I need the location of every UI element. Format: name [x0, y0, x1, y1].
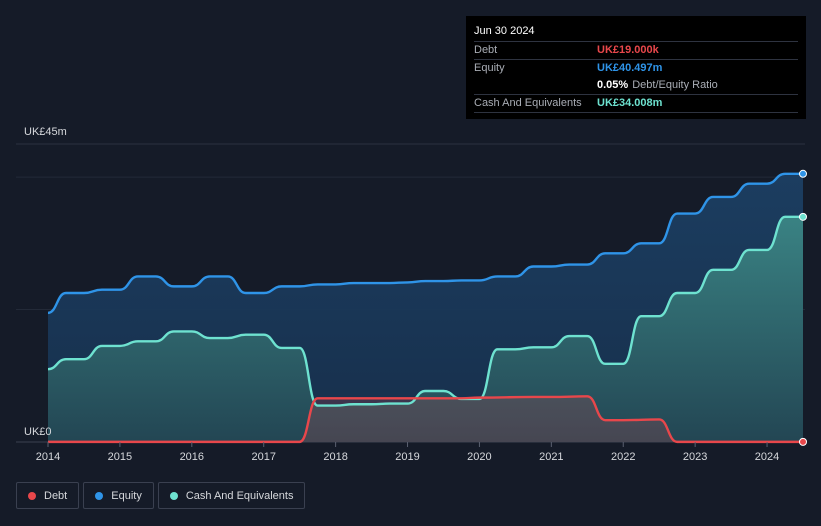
tooltip-ratio-spacer: [474, 77, 597, 94]
x-tick-label-2020: 2020: [467, 451, 491, 463]
x-tick-label-2016: 2016: [180, 451, 204, 463]
legend-debt-dot: [28, 491, 36, 500]
y-label-0: UK£0: [24, 426, 52, 438]
tooltip-cash-label: Cash And Equivalents: [474, 97, 582, 109]
legend-item-debt[interactable]: Debt: [16, 482, 80, 509]
legend-equity-label: Equity: [111, 489, 142, 502]
x-axis: 2014 2015 2016 2017 2018 2019 2020 2021 2022 2023…: [36, 442, 779, 463]
tooltip-date: Jun 30 2024: [474, 25, 535, 37]
x-tick-label-2014: 2014: [36, 451, 60, 463]
tooltip-debt-value: UK£19.000k: [597, 44, 659, 56]
legend-cash-dot: [169, 491, 178, 500]
x-tick-label-2021: 2021: [539, 451, 563, 463]
series-areas: [48, 173, 803, 443]
tooltip-cash-value: UK£34.008m: [597, 97, 663, 109]
legend-equity-dot: [95, 491, 104, 500]
end-markers: [799, 169, 807, 446]
cash-and-equivalents-line: [47, 215, 803, 407]
x-tick-label-2023: 2023: [683, 451, 707, 463]
tooltip-equity-label: Equity: [474, 62, 505, 74]
x-tick-label-2018: 2018: [323, 451, 347, 463]
y-axis: UK£0 UK£45m: [24, 126, 67, 438]
tooltip-row-equity: Equity UK£40.497m: [474, 59, 798, 77]
legend-item-equity[interactable]: Equity: [83, 482, 154, 509]
tooltip-equity-value: UK£40.497m: [597, 62, 663, 74]
legend-item-cash[interactable]: Cash And Equivalents: [157, 482, 306, 509]
equity-end-marker: [799, 169, 807, 178]
legend-cash-label: Cash And Equivalents: [185, 489, 294, 502]
tooltip-ratio-value: 0.05%: [597, 79, 629, 91]
x-tick-label-2015: 2015: [108, 451, 132, 463]
tooltip-row-debt: Debt UK£19.000k: [474, 41, 798, 59]
equity-line: [47, 172, 803, 315]
series-lines: [47, 172, 803, 444]
x-tick-label-2019: 2019: [395, 451, 419, 463]
x-tick-label-2017: 2017: [251, 451, 275, 463]
x-tick-label-2022: 2022: [611, 451, 635, 463]
debt-end-marker: [799, 437, 807, 446]
cash-and-equivalents-end-marker: [799, 212, 807, 221]
tooltip-ratio-label: Debt/Equity Ratio: [632, 79, 718, 91]
legend-debt-label: Debt: [44, 489, 68, 502]
debt-area: [48, 396, 803, 442]
x-tick-label-2024: 2024: [755, 451, 779, 463]
tooltip-panel: Jun 30 2024 Debt UK£19.000k Equity UK£40…: [466, 16, 806, 119]
tooltip-debt-label: Debt: [474, 44, 498, 56]
debt-line: [48, 395, 803, 444]
tooltip-row-cash: Cash And Equivalents UK£34.008m: [474, 94, 798, 113]
legend: Debt Equity Cash And Equivalents: [16, 482, 306, 509]
cash-and-equivalents-area: [48, 216, 803, 442]
y-label-45: UK£45m: [24, 126, 67, 138]
tooltip-row-ratio: 0.05% Debt/Equity Ratio: [474, 77, 798, 94]
